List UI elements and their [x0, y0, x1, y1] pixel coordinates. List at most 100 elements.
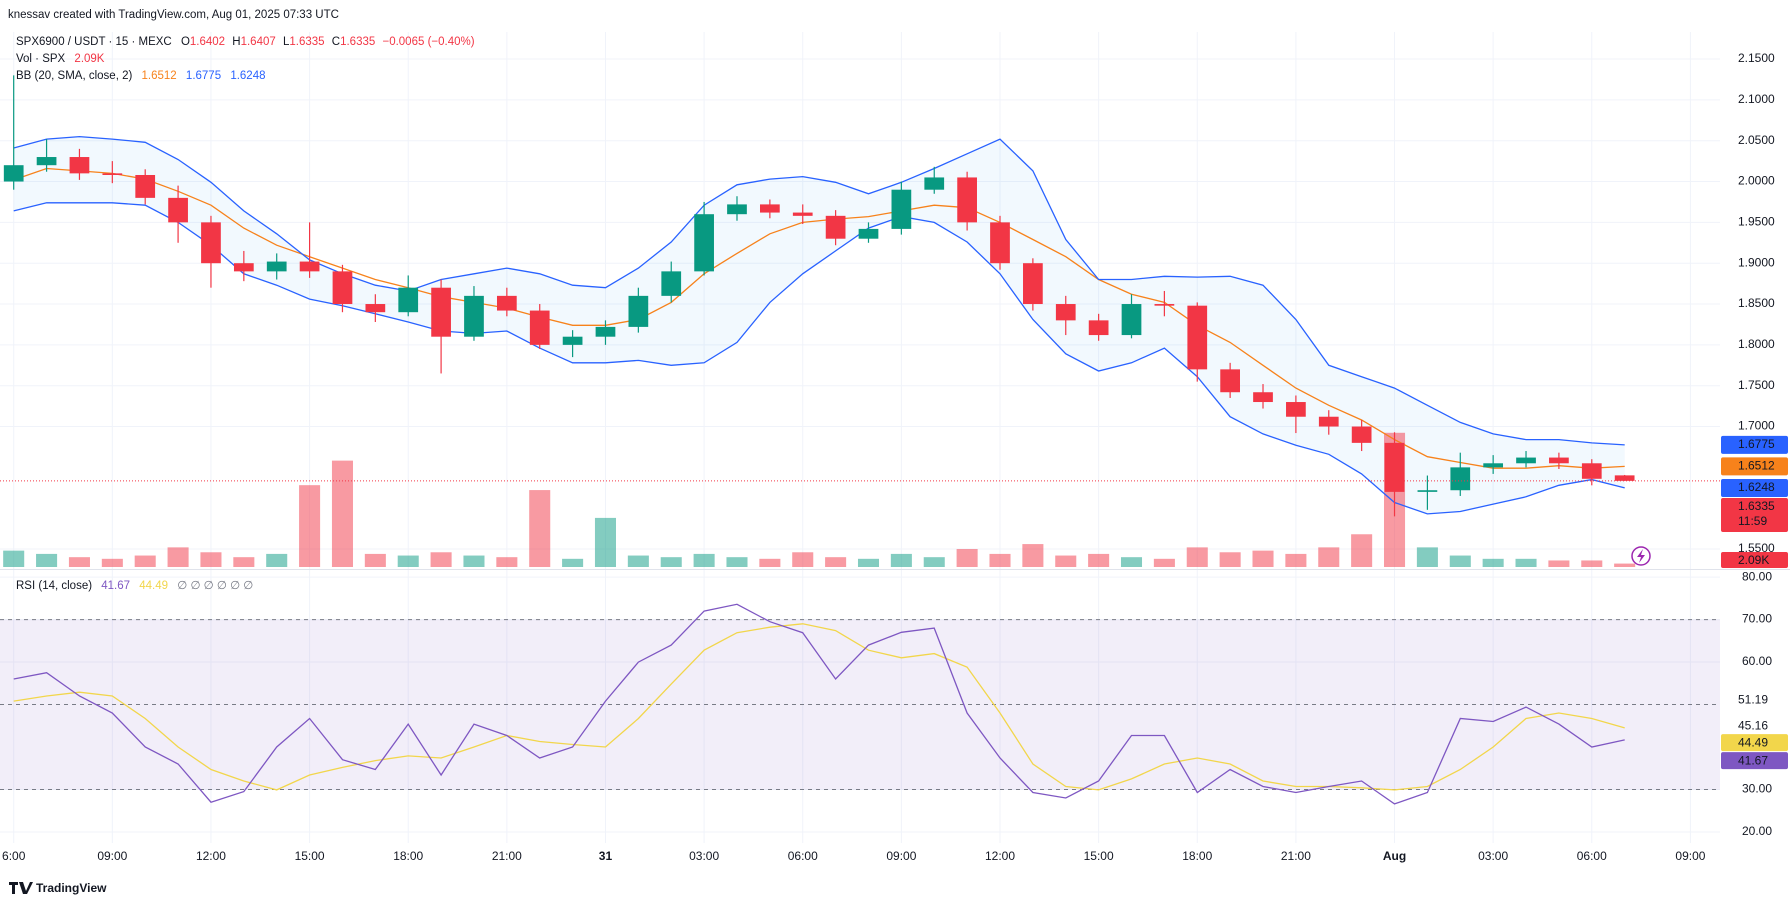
last-price-badge-text: 1.6335 [1738, 499, 1775, 513]
volume-badge-box [1721, 552, 1788, 568]
candle-body [990, 222, 1010, 264]
price-change: −0.0065 (−0.40%) [382, 36, 474, 48]
candle-body [1614, 475, 1635, 481]
volume-title: Vol · SPX [16, 53, 66, 65]
rsi-ma-value: 44.49 [139, 580, 168, 592]
ohlc-value: 1.6402 [190, 36, 225, 48]
rsi-ma-badge-box [1721, 734, 1788, 752]
volume-bar [923, 557, 945, 567]
bb-upper-badge-text: 1.6775 [1738, 437, 1775, 451]
volume-bar [1022, 544, 1044, 567]
candle-body [1351, 426, 1372, 443]
volume-bar [956, 548, 978, 567]
x-tick-label: 18:00 [393, 849, 423, 863]
x-tick-label: 21:00 [492, 849, 522, 863]
candle-body [3, 165, 24, 182]
candle-body [496, 295, 517, 311]
volume-bar [266, 553, 288, 567]
x-tick-label: 06:00 [1577, 849, 1607, 863]
bb-basis-badge-box [1721, 457, 1788, 476]
bb-title: BB (20, SMA, close, 2) [16, 70, 132, 82]
candle-body [1483, 463, 1504, 468]
y-tick-label: 60.00 [1742, 654, 1772, 668]
volume-bar [299, 485, 321, 567]
y-tick-label: 1.9000 [1738, 255, 1775, 269]
bb-upper-value: 1.6775 [186, 70, 221, 82]
volume-bar [1318, 547, 1340, 567]
candle-body [792, 212, 813, 216]
rsi-ma-badge-text: 44.49 [1738, 735, 1768, 749]
candle-body [595, 326, 616, 337]
volume-bar [1581, 560, 1603, 567]
ohlc-label: H [232, 36, 240, 48]
y-tick-label: 20.00 [1742, 824, 1772, 838]
candle-body [1417, 490, 1438, 492]
y-tick-label: 70.00 [1742, 612, 1772, 626]
plot-value-label-text: 51.19 [1738, 693, 1768, 707]
bb-upper-badge-box [1721, 435, 1788, 454]
volume-bar [1285, 553, 1307, 567]
candle-body [168, 197, 188, 223]
candle-body [102, 173, 123, 175]
rsi-legend: RSI (14, close) 41.67 44.49 ∅ ∅ ∅ ∅ ∅ ∅ [16, 580, 253, 592]
candle-body [1154, 304, 1175, 306]
y-tick-label: 2.0000 [1738, 174, 1775, 188]
bb-lower-badge-box [1721, 478, 1788, 497]
x-tick-label: 31 [599, 849, 613, 863]
volume-bar [101, 558, 123, 567]
candle-body [1286, 402, 1306, 417]
candle-body [562, 336, 583, 345]
rsi-placeholders: ∅ ∅ ∅ ∅ ∅ ∅ [177, 580, 253, 592]
volume-bar [890, 553, 912, 567]
candle-body [924, 177, 945, 190]
volume-bar [1548, 560, 1570, 567]
volume-legend: Vol · SPX 2.09K [16, 53, 105, 65]
volume-bar [463, 555, 485, 567]
volume-bar [36, 553, 58, 567]
volume-bar [1153, 558, 1175, 567]
y-tick-label: 30.00 [1742, 782, 1772, 796]
candle-body [1055, 304, 1076, 321]
volume-bar [200, 552, 222, 567]
volume-bar [397, 555, 419, 567]
candle-body [1581, 463, 1602, 479]
candle-body [1220, 369, 1240, 393]
footer-logo[interactable]: TradingView [9, 881, 107, 895]
last-price-badge-text: 11:59 [1738, 514, 1767, 528]
bb-basis-value: 1.6512 [142, 70, 177, 82]
volume-bar [1120, 557, 1143, 567]
last-price-badge-box [1721, 497, 1788, 532]
candle-body [1023, 263, 1043, 305]
bb-lower-badge: 1.6248 [1721, 478, 1788, 497]
volume-bar [660, 557, 682, 567]
ohlc-value: 1.6335 [289, 36, 324, 48]
volume-bar [562, 558, 584, 567]
plot-value-label-text: 45.16 [1738, 718, 1768, 732]
axis-layer: 6:00 09:00 12:00 15:00 18:00 21:00 31 03:00 06:0… [2, 51, 1788, 863]
volume-bar [430, 552, 452, 567]
x-tick-label: 15:00 [295, 849, 325, 863]
candle-body [1384, 442, 1405, 492]
volume-bar [759, 558, 781, 567]
volume-bar [726, 557, 748, 567]
candle-body [299, 261, 320, 272]
volume-bar [825, 557, 847, 567]
candle-body [1088, 320, 1109, 336]
volume-bar [1416, 547, 1438, 567]
alert-icon-bolt [1637, 549, 1645, 563]
plot-value-label: 51.19 [1738, 693, 1768, 707]
candle-body [266, 261, 287, 272]
main-pane [0, 75, 1720, 567]
rsi-value: 41.67 [101, 580, 130, 592]
volume-bar [1252, 550, 1274, 567]
bb-basis-badge-text: 1.6512 [1738, 459, 1775, 473]
x-tick-label: 18:00 [1182, 849, 1212, 863]
candle-body [1516, 457, 1536, 464]
volume-bar [233, 557, 255, 567]
bb-legend: BB (20, SMA, close, 2) 1.6512 1.6775 1.6… [16, 70, 266, 82]
volume-bar [857, 558, 880, 567]
alert-icon[interactable] [1631, 546, 1651, 566]
candle-body [1318, 416, 1339, 427]
volume-bar [1482, 558, 1504, 567]
